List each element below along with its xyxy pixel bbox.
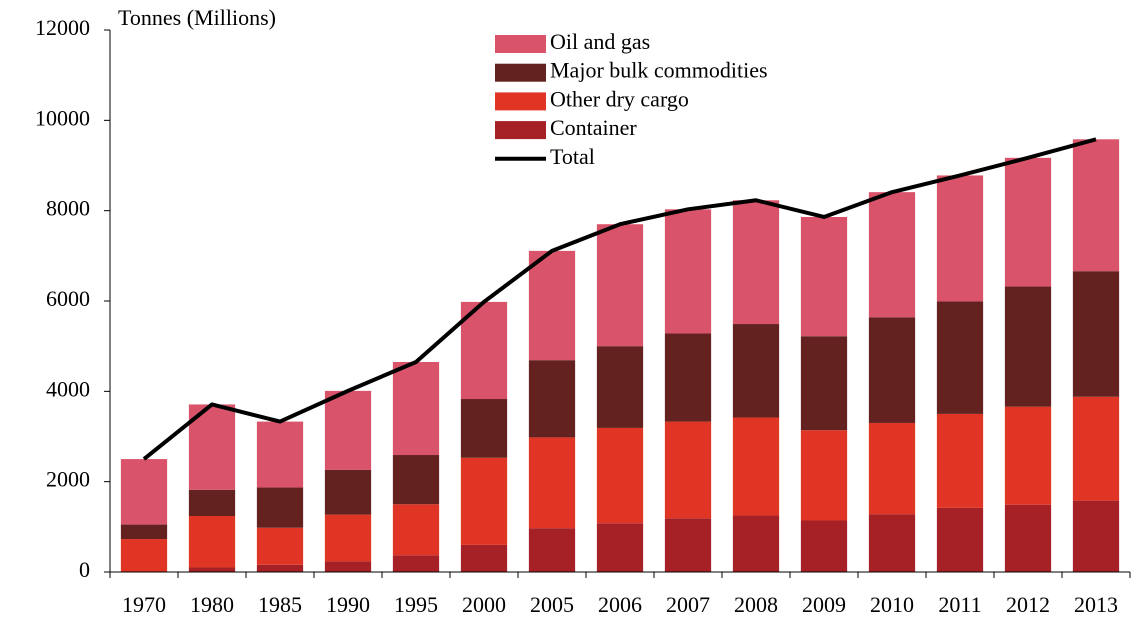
bar-segment [596,224,644,347]
bar-segment [868,192,916,318]
bar-segment [868,422,916,515]
y-tick-label: 8000 [46,196,90,221]
bar-segment [324,469,372,515]
legend-label: Total [550,144,595,169]
bar-segment [528,437,576,529]
y-axis-label: Tonnes (Millions) [118,5,276,30]
bar-segment [188,489,236,516]
bar-segment [188,515,236,568]
bar-segment [732,324,780,418]
x-tick-label: 2000 [462,592,506,617]
bar-segment [392,504,440,556]
bar-segment [1072,139,1120,272]
x-tick-label: 2013 [1074,592,1118,617]
bar-segment [596,427,644,524]
bar-segment [1072,396,1120,501]
bar-segment [596,346,644,428]
legend-label: Other dry cargo [550,86,689,111]
x-tick-label: 2010 [870,592,914,617]
bar-segment [324,561,372,572]
bar-segment [460,399,508,458]
y-tick-label: 4000 [46,376,90,401]
bar-segment [392,555,440,572]
bar-segment [664,421,712,519]
bar-segment [868,514,916,572]
x-tick-label: 2007 [666,592,710,617]
bar-segment [120,539,168,572]
bar-segment [936,175,984,302]
bar-segment [664,518,712,572]
x-tick-label: 2006 [598,592,642,617]
bar-segment [120,459,168,525]
x-tick-label: 2005 [530,592,574,617]
bar-segment [664,333,712,422]
legend-swatch [495,35,546,53]
y-tick-label: 6000 [46,286,90,311]
x-tick-label: 2008 [734,592,778,617]
y-tick-label: 12000 [35,15,90,40]
x-tick-label: 2012 [1006,592,1050,617]
bar-segment [256,564,304,572]
bar-segment [392,455,440,505]
bar-segment [664,209,712,334]
bar-segment [528,528,576,572]
x-tick-label: 1980 [190,592,234,617]
bar-segment [800,430,848,521]
bar-segment [800,336,848,431]
y-tick-label: 0 [79,557,90,582]
bar-segment [1072,500,1120,572]
bar-segment [324,514,372,562]
y-tick-label: 2000 [46,467,90,492]
legend-label: Oil and gas [550,29,650,54]
bar-segment [256,527,304,565]
bar-segment [936,507,984,572]
bar-segment [1004,157,1052,287]
x-tick-label: 1985 [258,592,302,617]
x-tick-label: 2011 [938,592,981,617]
legend-swatch [495,121,546,140]
x-tick-label: 2009 [802,592,846,617]
bar-segment [256,421,304,488]
bar-segment [120,524,168,540]
bar-segment [732,200,780,325]
bar-segment [460,544,508,572]
bar-segment [528,360,576,438]
bar-segment [1004,406,1052,505]
x-tick-label: 1970 [122,592,166,617]
x-tick-label: 1995 [394,592,438,617]
bar-segment [868,317,916,423]
bar-segment [800,216,848,337]
bar-segment [256,487,304,528]
legend-swatch [495,92,546,111]
bar-segment [732,417,780,516]
total-line [142,137,1097,461]
bar-segment [596,523,644,572]
bar-segment [324,390,372,470]
y-tick-label: 10000 [35,105,90,130]
bar-segment [460,457,508,545]
bar-segment [800,520,848,572]
legend-swatch [495,63,546,82]
bar-segment [936,301,984,414]
legend-label: Container [550,115,637,140]
bar-segment [188,567,236,572]
bar-segment [528,250,576,361]
bar-segment [392,361,440,456]
bar-segment [1004,286,1052,407]
bar-segment [1072,271,1120,397]
bar-segment [936,413,984,508]
bar-segment [732,515,780,572]
legend-label: Major bulk commodities [550,58,768,83]
bar-segment [1004,504,1052,572]
x-tick-label: 1990 [326,592,370,617]
